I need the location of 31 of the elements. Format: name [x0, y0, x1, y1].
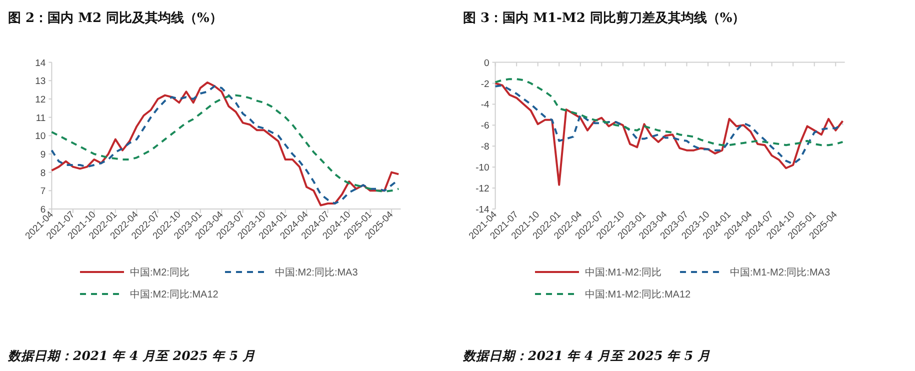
y-tick-label: -6 — [480, 120, 490, 132]
chart-title: 图 2：国内 M2 同比及其均线（%） — [8, 11, 222, 26]
line-series — [494, 82, 844, 186]
y-tick-label: 7 — [40, 186, 46, 198]
y-tick-label: 0 — [484, 58, 490, 69]
legend-label: 中国:M1-M2:同比 — [585, 266, 662, 278]
y-tick-label: 13 — [35, 76, 46, 88]
y-tick-label: 14 — [35, 58, 46, 69]
legend-label: 中国:M2:同比:MA3 — [275, 266, 358, 278]
y-tick-label: 11 — [36, 112, 46, 124]
line-series — [494, 78, 844, 146]
legend-label: 中国:M2:同比:MA12 — [130, 288, 219, 300]
y-tick-label: 10 — [35, 131, 46, 142]
line-series — [50, 94, 400, 193]
y-tick-label: 6 — [40, 204, 46, 216]
text: 数据日期：2021 年 4 月至 2025 年 5 月 — [7, 348, 256, 363]
y-tick-label: -4 — [480, 100, 490, 111]
y-tick-label: -12 — [476, 184, 490, 195]
y-tick-label: 8 — [40, 168, 46, 179]
y-tick-label: -10 — [476, 162, 490, 174]
legend-label: 中国:M2:同比 — [130, 266, 190, 278]
y-tick-label: -2 — [480, 78, 490, 90]
y-tick-label: -14 — [476, 204, 490, 216]
chart-title: 图 3：国内 M1-M2 同比剪刀差及其均线（%） — [463, 10, 746, 26]
legend-label: 中国:M1-M2:同比:MA3 — [730, 266, 830, 278]
y-tick-label: -8 — [480, 142, 490, 153]
text: 数据日期：2021 年 4 月至 2025 年 5 月 — [462, 348, 710, 363]
y-tick-label: 12 — [35, 94, 46, 106]
legend-label: 中国:M1-M2:同比:MA12 — [585, 288, 692, 300]
line-series — [494, 84, 844, 165]
y-tick-label: 9 — [40, 149, 46, 160]
